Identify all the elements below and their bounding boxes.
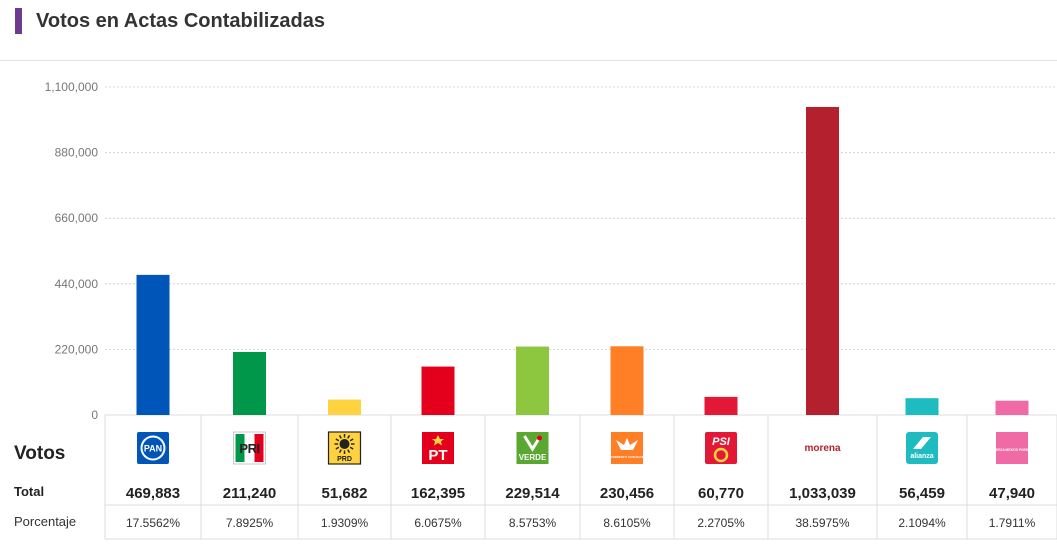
header-divider	[0, 60, 1057, 61]
votos-row-label: Votos	[14, 443, 66, 464]
fuerza-mexico-puebla-logo-icon: FUERZA MEXICO PUEBLA	[992, 432, 1033, 464]
percentage-cell: 7.8925%	[226, 516, 274, 530]
y-tick-label: 440,000	[55, 277, 99, 291]
total-votes-cell: 1,033,039	[789, 485, 856, 502]
y-tick-label: 880,000	[55, 146, 99, 160]
bar-pt[interactable]	[421, 366, 455, 415]
pt-logo-icon: PT	[422, 432, 454, 464]
title-accent-bar	[15, 8, 22, 34]
y-tick-label: 660,000	[55, 211, 99, 225]
svg-text:PRI: PRI	[239, 441, 259, 456]
svg-text:morena: morena	[804, 443, 841, 454]
svg-text:PSI: PSI	[712, 436, 731, 448]
total-votes-cell: 56,459	[899, 485, 945, 502]
bar-pri[interactable]	[233, 352, 266, 415]
percentage-cell: 1.9309%	[321, 516, 369, 530]
bar-prd[interactable]	[328, 399, 361, 415]
total-votes-cell: 47,940	[989, 485, 1035, 502]
y-tick-label: 220,000	[55, 342, 99, 356]
pri-logo-icon: PRI	[233, 431, 266, 465]
svg-text:alianza: alianza	[910, 453, 933, 460]
total-votes-cell: 51,682	[322, 485, 368, 502]
total-votes-cell: 469,883	[126, 485, 180, 502]
bar-fuerza-mexico-puebla[interactable]	[995, 400, 1029, 415]
percentage-cell: 17.5562%	[126, 516, 180, 530]
total-votes-cell: 162,395	[411, 485, 465, 502]
percentage-cell: 38.5975%	[795, 516, 849, 530]
percentage-cell: 1.7911%	[989, 516, 1036, 530]
bar-movimiento-ciudadano[interactable]	[610, 346, 644, 415]
page-title: Votos en Actas Contabilizadas	[36, 9, 325, 32]
morena-logo-icon: morena	[804, 443, 841, 454]
total-votes-cell: 230,456	[600, 485, 654, 502]
bar-pan[interactable]	[136, 274, 170, 415]
bar-alianza-puebla[interactable]	[905, 398, 939, 415]
verde-logo-icon: VERDE	[516, 432, 549, 464]
y-tick-label: 0	[91, 408, 98, 422]
total-votes-cell: 211,240	[223, 485, 276, 502]
movimiento-ciudadano-logo-icon: MOVIMIENTO CIUDADANO	[608, 432, 647, 464]
total-row-label: Total	[14, 484, 45, 499]
psi-logo-icon: PSI	[705, 432, 737, 464]
prd-logo-icon: PRD	[327, 431, 362, 465]
svg-text:PT: PT	[428, 447, 447, 464]
total-votes-cell: 60,770	[698, 485, 744, 502]
svg-text:PRD: PRD	[337, 456, 352, 463]
y-tick-label: 1,100,000	[45, 80, 99, 94]
percentage-cell: 6.0675%	[414, 516, 462, 530]
percentage-cell: 8.5753%	[509, 516, 557, 530]
percentage-cell: 2.1094%	[898, 516, 946, 530]
pan-logo-icon: PAN	[137, 432, 169, 464]
svg-text:FUERZA MEXICO PUEBLA: FUERZA MEXICO PUEBLA	[992, 448, 1033, 452]
porcentaje-row-label: Porcentaje	[14, 514, 77, 529]
chart-header: Votos en Actas Contabilizadas	[15, 7, 325, 35]
percentage-cell: 8.6105%	[603, 516, 651, 530]
total-votes-cell: 229,514	[505, 485, 560, 502]
percentage-cell: 2.2705%	[697, 516, 745, 530]
svg-text:MOVIMIENTO CIUDADANO: MOVIMIENTO CIUDADANO	[608, 455, 647, 459]
bar-psi[interactable]	[704, 396, 738, 415]
svg-text:PAN: PAN	[144, 444, 162, 454]
bar-verde[interactable]	[516, 346, 549, 415]
svg-text:VERDE: VERDE	[519, 453, 547, 462]
bar-morena[interactable]	[806, 106, 839, 415]
alianza-puebla-logo-icon: alianza	[906, 432, 938, 464]
